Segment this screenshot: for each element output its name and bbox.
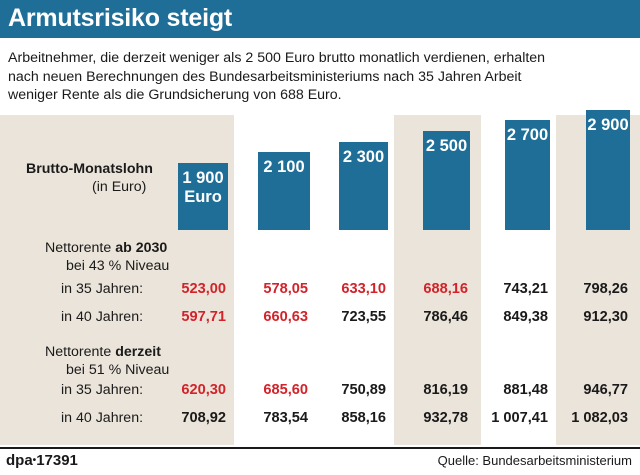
- title-bar: Armutsrisiko steigt: [0, 0, 640, 38]
- group1-bold: ab 2030: [115, 240, 168, 256]
- table-cell: 798,26: [583, 281, 628, 297]
- table-cell: 932,78: [423, 410, 468, 426]
- intro-text: Arbeitnehmer, die derzeit weniger als 2 …: [8, 49, 636, 105]
- group1-prefix: Nettorente: [45, 240, 116, 256]
- table-cell: 597,71: [181, 309, 226, 325]
- table-cell: 688,16: [423, 281, 468, 297]
- bar-label: 2 300: [339, 148, 388, 167]
- intro-line-3: weniger Rente als die Grundsicherung von…: [8, 87, 342, 103]
- table-cell: 660,63: [263, 309, 308, 325]
- table-cell: 1 082,03: [571, 410, 628, 426]
- table-cell: 881,48: [503, 382, 548, 398]
- table-cell: 858,16: [341, 410, 386, 426]
- agency-bullet: •: [32, 455, 37, 466]
- bar: 2 300: [339, 141, 388, 230]
- table-cell: 1 007,41: [491, 410, 548, 426]
- table-cell: 743,21: [503, 281, 548, 297]
- table-cell: 620,30: [181, 382, 226, 398]
- table-cell: 578,05: [263, 281, 308, 297]
- bar-label: 2 900: [586, 116, 630, 135]
- table-cell: 849,38: [503, 309, 548, 325]
- table-cell: 946,77: [583, 382, 628, 398]
- group2-prefix: Nettorente: [45, 344, 116, 360]
- bar-value-label: 2 900: [587, 115, 629, 134]
- table-cell: 912,30: [583, 309, 628, 325]
- table-cell: 786,46: [423, 309, 468, 325]
- bar-value-label: 1 900: [182, 169, 224, 187]
- agency-number: 17391: [36, 452, 78, 469]
- bar-label: 2 500: [423, 137, 470, 156]
- source-credit: Quelle: Bundesarbeitsministerium: [437, 453, 632, 468]
- table-cell: 723,55: [341, 309, 386, 325]
- bar-label: 1 900 Euro: [178, 169, 228, 207]
- group2-heading: Nettorente derzeit: [45, 344, 161, 360]
- group1-heading: Nettorente ab 2030: [45, 240, 167, 256]
- group2-label-40: in 40 Jahren:: [61, 410, 144, 426]
- intro-line-1: Arbeitnehmer, die derzeit weniger als 2 …: [8, 50, 546, 66]
- page-title: Armutsrisiko steigt: [8, 4, 233, 32]
- group2-level: bei 51 % Niveau: [66, 362, 170, 378]
- bar-value-label: 2 100: [263, 158, 305, 177]
- group1-level: bei 43 % Niveau: [66, 258, 170, 274]
- group1-label-35: in 35 Jahren:: [61, 281, 144, 297]
- bar: 2 500: [423, 131, 470, 230]
- brutto-title: Brutto-Monatslohn: [26, 161, 153, 177]
- bar-label: 2 700: [505, 126, 550, 145]
- table-cell: 685,60: [263, 382, 308, 398]
- bar-label: 2 100: [258, 158, 310, 177]
- bar-value-label: 2 500: [425, 137, 468, 156]
- bar-unit-label: Euro: [184, 188, 222, 206]
- group2-label-35: in 35 Jahren:: [61, 382, 144, 398]
- group1-label-40: in 40 Jahren:: [61, 309, 144, 325]
- bar: 2 700: [505, 120, 550, 230]
- table-cell: 783,54: [263, 410, 308, 426]
- bottom-rule: [0, 447, 640, 449]
- bar: 1 900 Euro: [178, 163, 228, 230]
- table-cell: 708,92: [181, 410, 226, 426]
- table-cell: 523,00: [181, 281, 226, 297]
- table-cell: 750,89: [341, 382, 386, 398]
- brutto-unit: (in Euro): [92, 179, 147, 195]
- group2-bold: derzeit: [115, 344, 161, 360]
- intro-line-2: nach neuen Berechnungen des Bundesarbeit…: [8, 68, 522, 85]
- table-cell: 633,10: [341, 281, 386, 297]
- agency-name: dpa: [6, 452, 33, 469]
- agency-credit: dpa•17391: [6, 452, 78, 469]
- bar: 2 900: [586, 109, 630, 230]
- bar: 2 100: [258, 152, 310, 230]
- table-cell: 816,19: [423, 382, 468, 398]
- bar-value-label: 2 700: [506, 126, 549, 145]
- bar-value-label: 2 300: [342, 147, 385, 166]
